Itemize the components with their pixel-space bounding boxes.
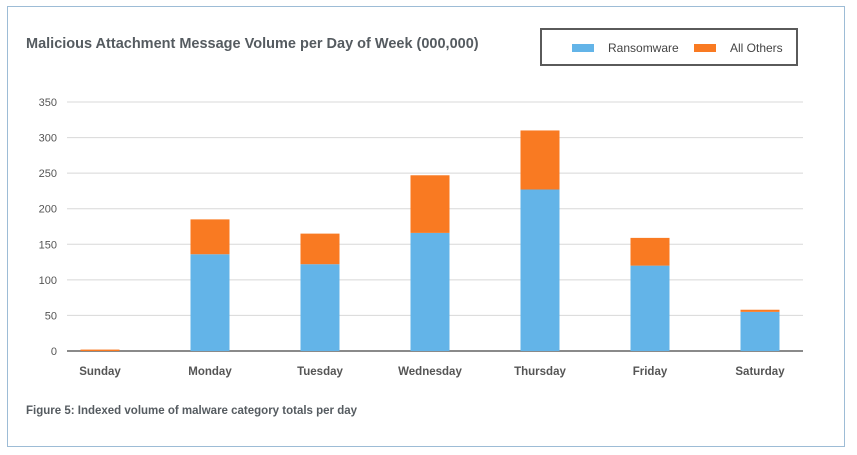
y-tick-label: 0 [51,346,57,358]
legend-swatch-all-others [694,44,716,52]
bar-ransomware-thursday [520,189,560,351]
x-tick-label: Tuesday [297,366,343,378]
legend-label-ransomware: Ransomware [608,41,679,55]
x-tick-label: Friday [633,366,668,378]
y-tick-label: 350 [39,97,57,109]
chart-legend: Ransomware All Others [540,28,798,66]
y-tick-label: 200 [39,204,57,216]
bar-ransomware-tuesday [300,264,340,351]
x-tick-label: Wednesday [398,366,462,378]
y-tick-label: 50 [45,310,57,322]
bar-all-others-thursday [520,130,560,190]
bar-ransomware-wednesday [410,232,450,351]
bar-ransomware-friday [630,265,670,351]
bar-all-others-tuesday [300,233,340,265]
legend-item-ransomware: Ransomware [572,41,679,55]
chart-title: Malicious Attachment Message Volume per … [26,36,479,52]
bar-ransomware-saturday [740,311,780,351]
bar-all-others-sunday [80,349,120,351]
bar-all-others-monday [190,219,230,255]
legend-item-all-others: All Others [694,41,783,55]
bar-ransomware-monday [190,254,230,351]
bar-all-others-friday [630,237,670,266]
x-tick-label: Saturday [735,366,785,378]
y-tick-label: 100 [39,275,57,287]
legend-swatch-ransomware [572,44,594,52]
x-tick-label: Monday [188,366,232,378]
x-tick-label: Sunday [79,366,121,378]
y-tick-label: 250 [39,168,57,180]
legend-label-all-others: All Others [730,41,783,55]
bar-all-others-saturday [740,309,780,312]
y-tick-label: 150 [39,239,57,251]
figure-caption: Figure 5: Indexed volume of malware cate… [26,405,358,417]
y-tick-label: 300 [39,133,57,145]
bar-all-others-wednesday [410,175,450,233]
x-tick-label: Thursday [514,366,566,378]
